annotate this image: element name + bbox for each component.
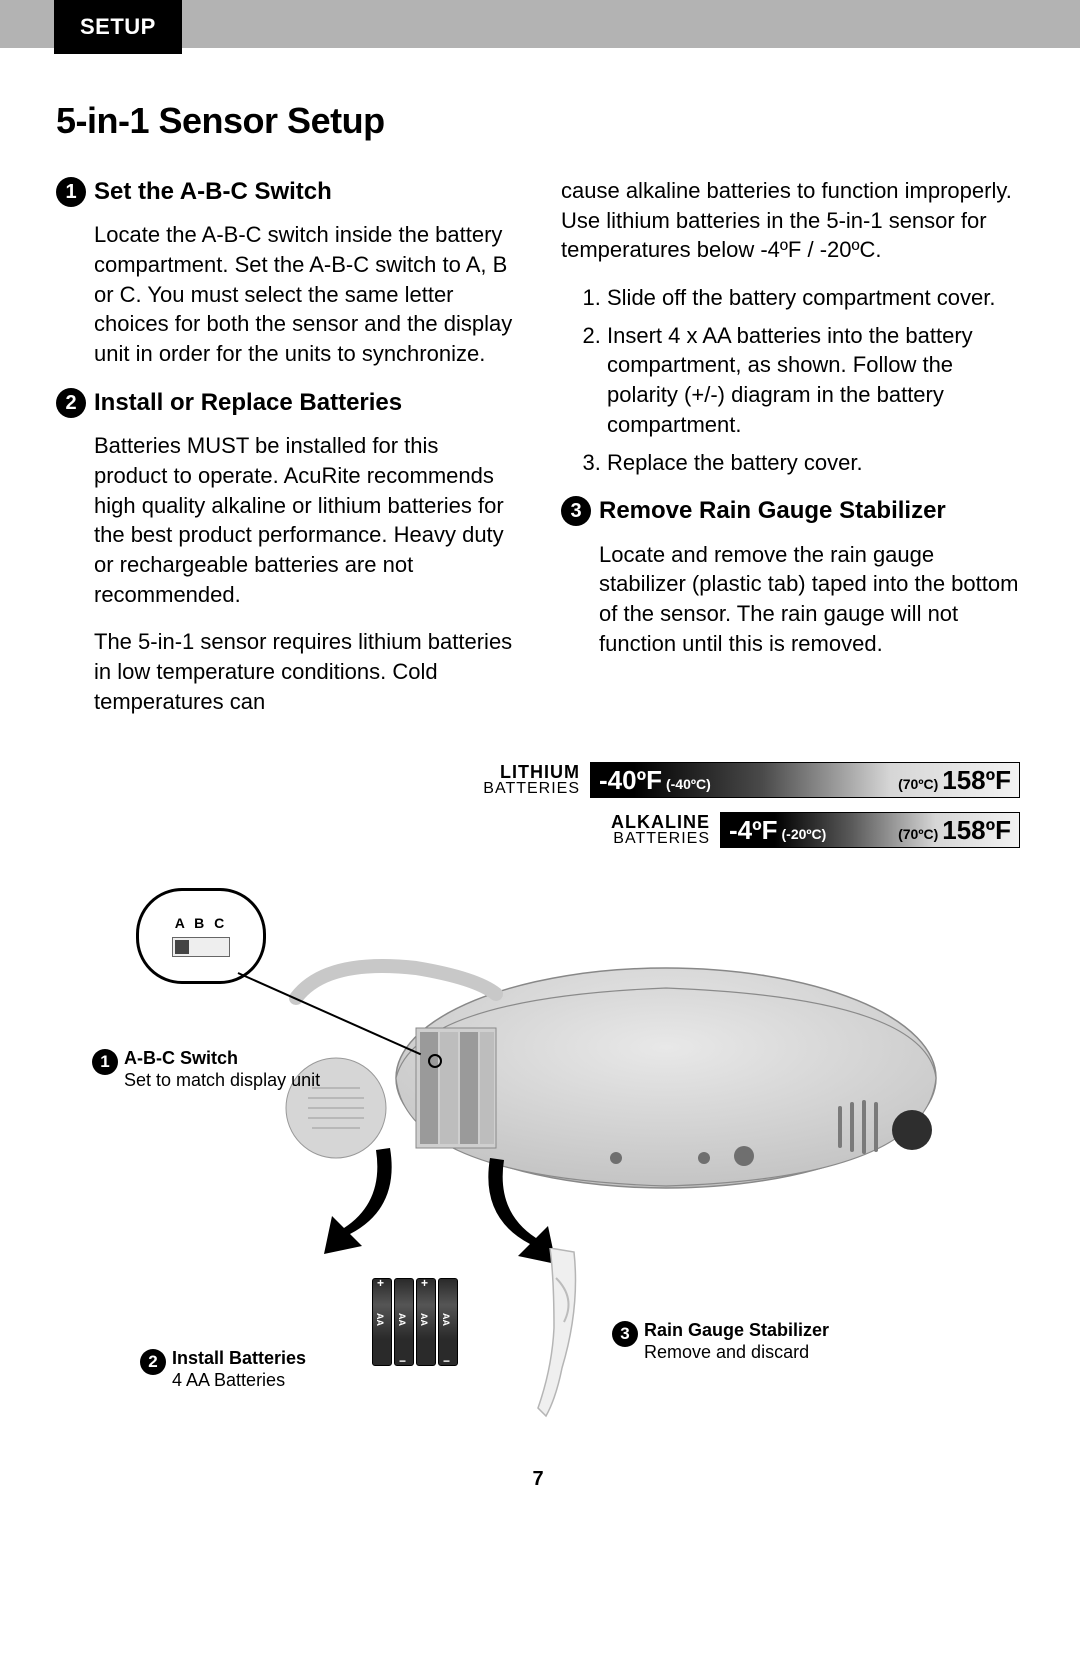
lithium-cold-c: (-40ºC) <box>666 776 711 792</box>
alkaline-row: ALKALINE BATTERIES -4ºF (-20ºC) (70ºC) 1… <box>611 812 1020 848</box>
callout-3-title: Rain Gauge Stabilizer <box>644 1320 829 1342</box>
step3-body: Locate and remove the rain gauge stabili… <box>599 540 1020 659</box>
lithium-label-2: BATTERIES <box>483 781 580 797</box>
lithium-hot-f: 158ºF <box>942 765 1011 796</box>
step2-list: Slide off the battery compartment cover.… <box>585 283 1020 477</box>
alkaline-label-2: BATTERIES <box>611 831 710 847</box>
alkaline-bar: -4ºF (-20ºC) (70ºC) 158ºF <box>720 812 1020 848</box>
arrow-icon <box>320 1138 410 1258</box>
page-title: 5-in-1 Sensor Setup <box>56 100 1020 142</box>
callout-3: 3 Rain Gauge Stabilizer Remove and disca… <box>612 1320 992 1363</box>
lithium-cold-f: -40ºF <box>599 765 662 796</box>
callout-1-title: A-B-C Switch <box>124 1048 320 1070</box>
step3-heading: 3 Remove Rain Gauge Stabilizer <box>561 495 1020 527</box>
battery-icon <box>438 1278 458 1366</box>
alkaline-hot-c: (70ºC) <box>898 826 938 842</box>
step1-heading: 1 Set the A-B-C Switch <box>56 176 515 208</box>
abc-label: A B C <box>175 915 228 931</box>
step3-number-icon: 3 <box>561 496 591 526</box>
step1-number-icon: 1 <box>56 177 86 207</box>
step2-list-item: Slide off the battery compartment cover. <box>607 283 1020 313</box>
alkaline-label-1: ALKALINE <box>611 813 710 831</box>
lithium-hot-c: (70ºC) <box>898 776 938 792</box>
lithium-row: LITHIUM BATTERIES -40ºF (-40ºC) (70ºC) 1… <box>483 762 1020 798</box>
right-column: cause alkaline batteries to function imp… <box>561 176 1020 734</box>
callout-3-number-icon: 3 <box>612 1321 638 1347</box>
callout-3-sub: Remove and discard <box>644 1342 829 1364</box>
step2-list-item: Replace the battery cover. <box>607 448 1020 478</box>
lithium-label-1: LITHIUM <box>483 763 580 781</box>
alkaline-hot: (70ºC) 158ºF <box>898 815 1011 846</box>
callout-1-sub: Set to match display unit <box>124 1070 320 1092</box>
lithium-hot: (70ºC) 158ºF <box>898 765 1011 796</box>
step2-heading: 2 Install or Replace Batteries <box>56 387 515 419</box>
alkaline-cold-c: (-20ºC) <box>782 826 827 842</box>
step2-p2b: cause alkaline batteries to function imp… <box>561 176 1020 265</box>
alkaline-cold-f: -4ºF <box>729 815 778 846</box>
header-tab: SETUP <box>54 0 182 54</box>
callout-2-title: Install Batteries <box>172 1348 306 1370</box>
lithium-bar: -40ºF (-40ºC) (70ºC) 158ºF <box>590 762 1020 798</box>
abc-switch-icon <box>172 937 230 957</box>
callout-1: 1 A-B-C Switch Set to match display unit <box>92 1048 322 1091</box>
step2-p2a: The 5-in-1 sensor requires lithium batte… <box>94 627 515 716</box>
callout-2-sub: 4 AA Batteries <box>172 1370 306 1392</box>
step1-title: Set the A-B-C Switch <box>94 176 332 208</box>
callout-2-number-icon: 2 <box>140 1349 166 1375</box>
lithium-label: LITHIUM BATTERIES <box>483 763 580 797</box>
page-content: 5-in-1 Sensor Setup 1 Set the A-B-C Swit… <box>0 48 1080 1521</box>
abc-switch-callout-bubble: A B C <box>136 888 266 984</box>
battery-temp-chart: LITHIUM BATTERIES -40ºF (-40ºC) (70ºC) 1… <box>56 762 1020 848</box>
battery-icon <box>416 1278 436 1366</box>
step2-p1: Batteries MUST be installed for this pro… <box>94 431 515 609</box>
step1-body: Locate the A-B-C switch inside the batte… <box>94 220 515 368</box>
lithium-cold: -40ºF (-40ºC) <box>591 765 711 796</box>
step2-list-item: Insert 4 x AA batteries into the battery… <box>607 321 1020 440</box>
alkaline-label: ALKALINE BATTERIES <box>611 813 710 847</box>
callout-1-number-icon: 1 <box>92 1049 118 1075</box>
step2-title: Install or Replace Batteries <box>94 387 402 419</box>
stabilizer-tab-illustration <box>530 1248 590 1418</box>
alkaline-cold: -4ºF (-20ºC) <box>721 815 826 846</box>
header-bar: SETUP <box>0 0 1080 48</box>
page-number: 7 <box>56 1468 1020 1491</box>
sensor-diagram: A B C 1 A-B-C Switch Set <box>56 868 1020 1428</box>
alkaline-hot-f: 158ºF <box>942 815 1011 846</box>
callout-2: 2 Install Batteries 4 AA Batteries <box>140 1348 400 1391</box>
step3-title: Remove Rain Gauge Stabilizer <box>599 495 946 527</box>
left-column: 1 Set the A-B-C Switch Locate the A-B-C … <box>56 176 515 734</box>
text-columns: 1 Set the A-B-C Switch Locate the A-B-C … <box>56 176 1020 734</box>
step2-number-icon: 2 <box>56 388 86 418</box>
